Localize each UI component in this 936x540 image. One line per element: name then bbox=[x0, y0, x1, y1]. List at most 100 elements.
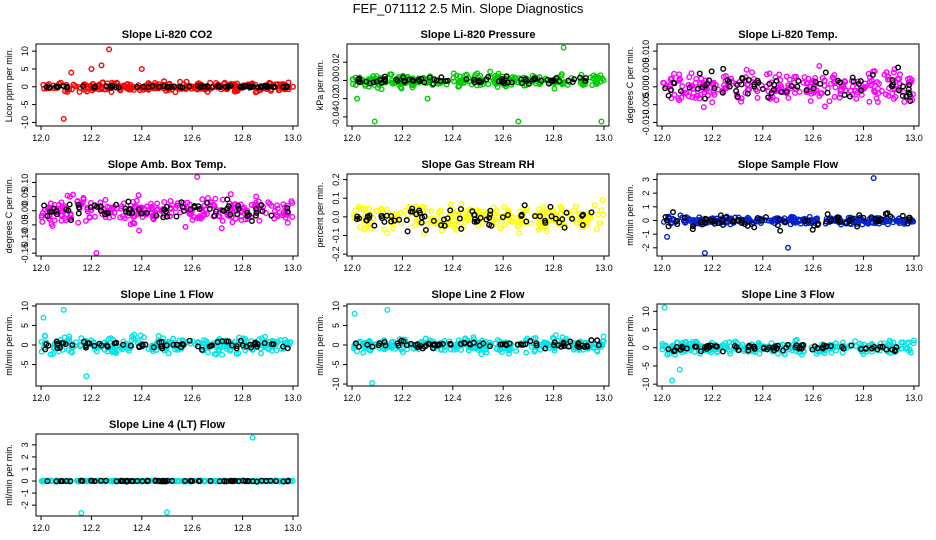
data-point-subset bbox=[545, 80, 552, 87]
panel-5: Slope Gas Stream RH percent per min. 12.0 1… bbox=[315, 159, 613, 273]
data-point-subset bbox=[244, 209, 251, 216]
data-point bbox=[666, 83, 673, 90]
data-point bbox=[238, 213, 245, 220]
data-point-subset bbox=[702, 344, 709, 351]
data-point-subset bbox=[677, 346, 684, 353]
data-point-subset bbox=[735, 347, 742, 354]
data-point bbox=[678, 94, 685, 101]
data-point-subset bbox=[719, 348, 726, 355]
x-tick-label: 12.0 bbox=[32, 393, 50, 403]
data-point bbox=[411, 222, 418, 229]
data-point-subset bbox=[734, 93, 741, 100]
data-point bbox=[704, 92, 711, 99]
data-point-subset bbox=[565, 343, 572, 350]
data-point-subset bbox=[457, 206, 464, 213]
data-point-subset bbox=[595, 342, 602, 349]
figure-title: FEF_071112 2.5 Min. Slope Diagnostics bbox=[352, 1, 584, 16]
data-point-subset bbox=[66, 201, 73, 208]
data-point-subset bbox=[180, 207, 187, 214]
data-point bbox=[744, 214, 751, 221]
data-point-subset bbox=[97, 207, 104, 214]
y-tick-label: -0.02 bbox=[331, 88, 341, 109]
data-point-subset bbox=[804, 217, 811, 224]
data-point-subset bbox=[662, 214, 669, 221]
data-point-subset bbox=[220, 207, 227, 214]
outlier-point bbox=[424, 95, 431, 102]
data-point-subset bbox=[552, 215, 559, 222]
data-point-subset bbox=[745, 343, 752, 350]
data-point bbox=[597, 72, 604, 79]
data-point-subset bbox=[123, 478, 130, 485]
data-point bbox=[763, 71, 770, 78]
plot-frame bbox=[346, 173, 610, 257]
x-tick-label: 12.6 bbox=[183, 393, 201, 403]
data-point-subset bbox=[567, 338, 574, 345]
data-point bbox=[274, 202, 281, 209]
data-point-subset bbox=[261, 340, 268, 347]
data-point-subset bbox=[542, 345, 549, 352]
y-tick-label: -1 bbox=[20, 489, 30, 497]
data-point-subset bbox=[673, 344, 680, 351]
data-point-subset bbox=[520, 341, 527, 348]
data-point-subset bbox=[754, 77, 761, 84]
data-point bbox=[161, 199, 168, 206]
data-point-subset bbox=[267, 477, 274, 484]
data-point-subset bbox=[783, 88, 790, 95]
x-tick-label: 12.8 bbox=[545, 133, 563, 143]
data-point-subset bbox=[907, 97, 914, 104]
data-point-subset bbox=[233, 345, 240, 352]
data-point bbox=[557, 210, 564, 217]
data-point-subset bbox=[856, 212, 863, 219]
data-point-subset bbox=[819, 344, 826, 351]
data-point bbox=[852, 87, 859, 94]
data-point bbox=[284, 219, 291, 226]
data-point bbox=[81, 81, 88, 88]
data-point-subset bbox=[252, 212, 259, 219]
data-point bbox=[286, 342, 293, 349]
data-point bbox=[821, 103, 828, 110]
data-point-subset bbox=[665, 92, 672, 99]
data-point bbox=[213, 351, 220, 358]
y-axis-label: kPa per min. bbox=[315, 60, 325, 111]
data-point bbox=[551, 85, 558, 92]
data-point bbox=[479, 220, 486, 227]
data-point bbox=[215, 212, 222, 219]
data-point-subset bbox=[487, 211, 494, 218]
data-point bbox=[669, 219, 676, 226]
data-point bbox=[558, 205, 565, 212]
data-point bbox=[813, 350, 820, 357]
y-tick-label: 0.010 bbox=[641, 40, 651, 63]
data-point-subset bbox=[802, 217, 809, 224]
data-point-subset bbox=[103, 83, 110, 90]
data-point-subset bbox=[470, 339, 477, 346]
panel-title: Slope Line 3 Flow bbox=[742, 289, 835, 301]
data-point-subset bbox=[409, 208, 416, 215]
data-point bbox=[466, 214, 473, 221]
data-point bbox=[501, 222, 508, 229]
data-point bbox=[496, 346, 503, 353]
data-point bbox=[101, 346, 108, 353]
data-point bbox=[708, 349, 715, 356]
data-point bbox=[585, 210, 592, 217]
data-point bbox=[874, 79, 881, 86]
data-point bbox=[140, 86, 147, 93]
outlier-point bbox=[88, 65, 95, 72]
data-point bbox=[203, 210, 210, 217]
data-point bbox=[600, 333, 607, 340]
data-point-subset bbox=[538, 77, 545, 84]
plot-frame bbox=[656, 173, 920, 257]
data-point-subset bbox=[550, 342, 557, 349]
data-point bbox=[514, 223, 521, 230]
x-tick-label: 12.0 bbox=[343, 393, 361, 403]
y-tick-label: -5 bbox=[20, 101, 30, 109]
y-tick-label: 5 bbox=[20, 66, 30, 71]
data-point bbox=[140, 334, 147, 341]
data-point-subset bbox=[164, 477, 171, 484]
data-point bbox=[133, 197, 140, 204]
data-point-subset bbox=[822, 69, 829, 76]
data-point bbox=[856, 340, 863, 347]
x-tick-label: 12.8 bbox=[545, 393, 563, 403]
data-point-subset bbox=[160, 214, 167, 221]
data-point-subset bbox=[701, 95, 708, 102]
data-point bbox=[690, 89, 697, 96]
